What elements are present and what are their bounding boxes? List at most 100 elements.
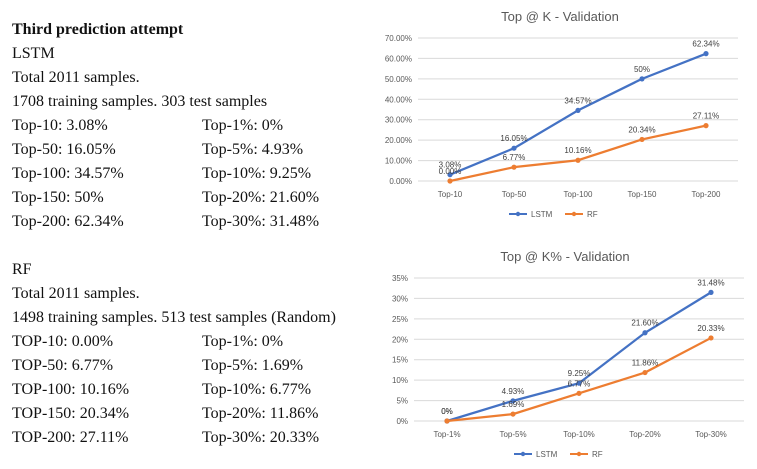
rf-topk: TOP-150: 20.34% [12, 405, 130, 422]
chart-title: Top @ K - Validation [501, 9, 619, 24]
data-point [444, 418, 450, 424]
y-tick-label: 60.00% [385, 54, 412, 63]
data-point [447, 172, 453, 178]
x-tick-label: Top-100 [564, 190, 593, 199]
lstm-split: 1708 training samples. 303 test samples [12, 93, 268, 110]
x-tick-label: Top-10% [563, 430, 595, 439]
x-tick-label: Top-30% [695, 430, 727, 439]
rf-topkpct: Top-5%: 1.69% [202, 357, 304, 374]
rf-topkpct: Top-1%: 0% [202, 333, 284, 350]
y-tick-label: 10% [392, 376, 408, 385]
lstm-total: Total 2011 samples. [12, 69, 140, 86]
legend-label: RF [592, 450, 603, 459]
lstm-topk: Top-100: 34.57% [12, 165, 124, 182]
data-point [575, 157, 581, 163]
lstm-topkpct: Top-1%: 0% [202, 117, 284, 134]
data-label: 62.34% [692, 40, 719, 49]
legend-marker [520, 451, 526, 457]
series-line-lstm [446, 291, 712, 423]
data-point [447, 178, 453, 184]
x-tick-label: Top-200 [692, 190, 721, 199]
rf-topk: TOP-200: 27.11% [12, 429, 129, 446]
data-point [639, 136, 645, 143]
data-label: 27.11% [693, 112, 720, 121]
lstm-row: Top-50: 16.05% Top-5%: 4.93% [12, 138, 336, 162]
data-point [708, 289, 714, 295]
chart-top-at-k: Top @ K - Validation 0.00% 10.00% 20.00% 30.… [366, 0, 754, 228]
x-tick-label: Top-10 [438, 190, 463, 199]
data-point [703, 123, 709, 129]
data-point [576, 380, 582, 386]
data-point [703, 51, 709, 57]
rf-split: 1498 training samples. 513 test samples … [12, 309, 336, 326]
lstm-row: Top-100: 34.57% Top-10%: 9.25% [12, 162, 336, 186]
data-label: 10.16% [564, 146, 591, 155]
lstm-row: Top-150: 50% Top-20%: 21.60% [12, 186, 336, 210]
y-tick-label: 70.00% [385, 34, 412, 43]
lstm-topk: Top-150: 50% [12, 189, 104, 206]
chart-top-at-k-svg: Top @ K - Validation 0.00% 10.00% 20.00% 30.… [385, 9, 738, 219]
data-label: 0% [441, 407, 453, 416]
lstm-topkpct: Top-20%: 21.60% [202, 189, 320, 206]
data-point [576, 390, 582, 396]
rf-topk: TOP-10: 0.00% [12, 333, 114, 350]
y-tick-label: 0.00% [389, 177, 412, 186]
rf-row: TOP-200: 27.11% Top-30%: 20.33% [12, 426, 336, 450]
data-label: 11.86% [632, 359, 659, 368]
legend-marker [576, 451, 582, 457]
y-tick-label: 40.00% [385, 95, 412, 104]
data-label: 6.77% [503, 153, 526, 162]
lstm-topkpct: Top-30%: 31.48% [202, 213, 320, 230]
legend-label: LSTM [536, 450, 558, 459]
lstm-topk: Top-200: 62.34% [12, 213, 124, 230]
data-label: 50% [634, 65, 650, 74]
results-text: Third prediction attempt LSTM Total 2011… [12, 18, 336, 450]
data-point [708, 335, 714, 341]
legend-marker [571, 211, 577, 217]
lstm-topkpct: Top-10%: 9.25% [202, 165, 312, 182]
y-tick-label: 0% [396, 417, 408, 426]
data-label: 0% [441, 407, 453, 416]
lstm-topkpct: Top-5%: 4.93% [202, 141, 304, 158]
data-point [511, 164, 517, 170]
y-tick-label: 20.00% [385, 136, 412, 145]
data-label: 20.33% [697, 324, 724, 333]
rf-label: RF [12, 261, 32, 278]
data-label: 6.77% [568, 379, 591, 388]
data-point [639, 76, 645, 82]
y-tick-label: 10.00% [385, 157, 412, 166]
legend-label: LSTM [531, 210, 553, 219]
lstm-row: Top-200: 62.34% Top-30%: 31.48% [12, 210, 336, 234]
data-label: 31.48% [697, 278, 724, 287]
lstm-topk: Top-50: 16.05% [12, 141, 116, 158]
data-label: 3.08% [439, 161, 462, 170]
x-tick-label: Top-20% [629, 430, 661, 439]
data-point [510, 411, 516, 417]
y-tick-label: 50.00% [385, 75, 412, 84]
data-label: 21.60% [631, 319, 658, 328]
rf-topkpct: Top-30%: 20.33% [202, 429, 320, 446]
data-label: 16.05% [500, 134, 527, 143]
chart-title: Top @ K% - Validation [500, 249, 629, 264]
rf-row: TOP-100: 10.16% Top-10%: 6.77% [12, 378, 336, 402]
x-tick-label: Top-1% [433, 430, 460, 439]
y-tick-label: 5% [396, 397, 408, 406]
y-tick-label: 35% [392, 274, 408, 283]
y-tick-label: 30.00% [385, 116, 412, 125]
data-label: 20.34% [628, 125, 655, 134]
x-tick-label: Top-5% [499, 430, 526, 439]
data-label: 1.69% [502, 400, 525, 409]
y-tick-label: 25% [392, 315, 408, 324]
heading: Third prediction attempt [12, 21, 184, 38]
chart-top-at-kpct: Top @ K% - Validation 0% 5% 10% 15% 20% 25% 30%… [376, 240, 754, 464]
rf-topkpct: Top-20%: 11.86% [202, 405, 319, 422]
data-label: 4.93% [502, 387, 525, 396]
data-label: 0.00% [439, 167, 462, 176]
data-label: 9.25% [568, 369, 591, 378]
rf-topk: TOP-100: 10.16% [12, 381, 130, 398]
legend-label: RF [587, 210, 598, 219]
lstm-label: LSTM [12, 45, 55, 62]
lstm-topk: Top-10: 3.08% [12, 117, 108, 134]
rf-row: TOP-10: 0.00% Top-1%: 0% [12, 330, 336, 354]
rf-topkpct: Top-10%: 6.77% [202, 381, 312, 398]
